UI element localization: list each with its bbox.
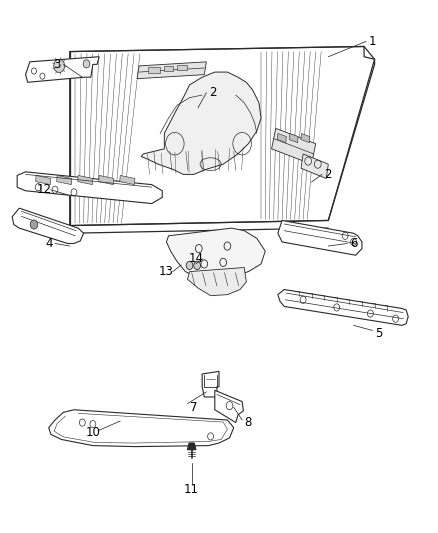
Text: 5: 5: [375, 327, 382, 340]
Text: 6: 6: [350, 237, 357, 250]
Polygon shape: [25, 56, 99, 82]
Polygon shape: [137, 62, 206, 79]
Polygon shape: [187, 268, 246, 296]
Polygon shape: [301, 133, 310, 143]
Polygon shape: [202, 372, 219, 397]
Text: 2: 2: [209, 86, 216, 99]
Text: 4: 4: [45, 237, 53, 250]
Text: 3: 3: [53, 58, 61, 71]
Polygon shape: [272, 128, 316, 164]
Polygon shape: [177, 65, 187, 70]
Text: 8: 8: [245, 416, 252, 429]
Polygon shape: [278, 289, 408, 325]
Text: 1: 1: [369, 35, 376, 48]
Polygon shape: [289, 133, 298, 143]
Polygon shape: [120, 175, 135, 184]
Text: 11: 11: [184, 482, 199, 496]
Polygon shape: [148, 67, 160, 73]
Polygon shape: [215, 390, 244, 423]
Text: 12: 12: [37, 183, 52, 196]
Polygon shape: [57, 175, 72, 184]
Polygon shape: [49, 410, 234, 447]
Circle shape: [83, 60, 90, 68]
Polygon shape: [99, 175, 114, 184]
Polygon shape: [17, 172, 162, 204]
Polygon shape: [12, 208, 84, 244]
Circle shape: [30, 220, 38, 229]
Circle shape: [54, 59, 65, 72]
Circle shape: [186, 261, 193, 270]
Polygon shape: [278, 221, 362, 255]
Polygon shape: [70, 46, 374, 225]
Circle shape: [194, 261, 201, 270]
Polygon shape: [166, 228, 265, 279]
Polygon shape: [301, 154, 328, 179]
Polygon shape: [187, 443, 196, 450]
Text: 10: 10: [85, 426, 100, 439]
Text: 2: 2: [325, 168, 332, 181]
Polygon shape: [141, 72, 261, 174]
Polygon shape: [78, 175, 93, 184]
Text: 14: 14: [188, 252, 203, 265]
Text: 13: 13: [159, 265, 174, 278]
Polygon shape: [35, 175, 51, 184]
Polygon shape: [164, 66, 173, 71]
Polygon shape: [277, 133, 286, 143]
Text: 7: 7: [190, 401, 198, 414]
